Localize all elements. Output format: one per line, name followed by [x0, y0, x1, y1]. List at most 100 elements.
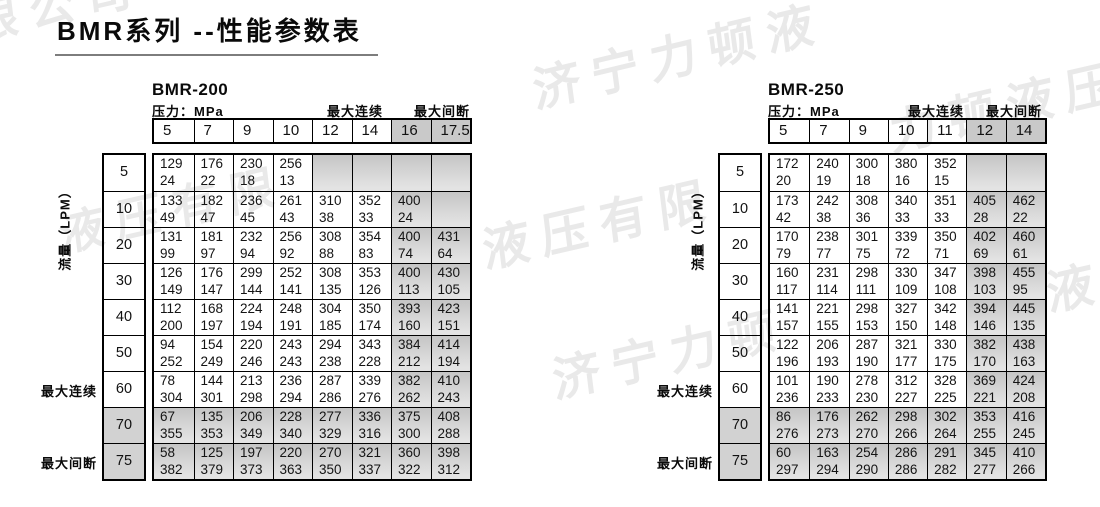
torque-value: 363: [279, 461, 303, 477]
torque-value: 221: [973, 389, 996, 405]
speed-value: 298: [855, 265, 879, 280]
torque-value: 373: [240, 461, 263, 477]
data-cell: [312, 155, 352, 191]
speed-value: 353: [358, 265, 382, 280]
torque-value: 249: [200, 353, 224, 369]
torque-value: 49: [160, 209, 176, 225]
speed-value: 242: [816, 193, 839, 208]
data-cell: 423 151: [430, 299, 470, 335]
speed-value: 206: [240, 409, 263, 424]
speed-value: 60: [776, 445, 792, 460]
speed-value: 213: [240, 373, 263, 388]
data-cell: 168 197: [193, 299, 233, 335]
data-cell: 340 33: [887, 191, 928, 227]
flow-axis-label: 流量（LPM）: [690, 184, 706, 271]
bmr-200-table: BMR-200 压力：MPa 最大连续 最大间断 5 7 9 10 12 14 16 17.5…: [30, 80, 510, 500]
data-cell: 197 373: [233, 443, 273, 479]
torque-value: 95: [1012, 281, 1028, 297]
pressure-column-header: 10: [887, 120, 927, 142]
torque-value: 146: [973, 317, 996, 333]
torque-value: 153: [855, 317, 879, 333]
speed-value: 398: [973, 265, 996, 280]
speed-value: 438: [1012, 337, 1036, 352]
speed-value: 414: [437, 337, 461, 352]
speed-value: 431: [437, 229, 461, 244]
speed-value: 224: [240, 301, 263, 316]
data-cell: 262 270: [848, 407, 888, 443]
torque-value: 340: [279, 425, 303, 441]
data-cell: 360 322: [391, 443, 431, 479]
data-cell: 206 349: [233, 407, 273, 443]
torque-value: 329: [319, 425, 342, 441]
torque-value: 151: [437, 317, 461, 333]
data-cell: 300 18: [848, 155, 888, 191]
data-cell: 236 294: [272, 371, 312, 407]
speed-value: 347: [934, 265, 957, 280]
torque-value: 227: [894, 389, 918, 405]
torque-value: 175: [934, 353, 957, 369]
max-continuous-header-label: 最大连续: [326, 104, 383, 119]
speed-value: 393: [398, 301, 421, 316]
data-cell: 213 298: [233, 371, 273, 407]
flow-axis-label: 流量（LPM）: [57, 184, 73, 271]
speed-value: 360: [398, 445, 421, 460]
torque-value: 297: [776, 461, 799, 477]
pressure-column-header: 11: [927, 120, 966, 142]
speed-value: 176: [816, 409, 839, 424]
flow-row-header: 5: [735, 164, 745, 180]
data-cell: 353 126: [351, 263, 391, 299]
torque-value: 316: [358, 425, 382, 441]
speed-value: 410: [437, 373, 461, 388]
data-cell: 299 144: [233, 263, 273, 299]
data-cell: 431 64: [430, 227, 470, 263]
data-cell: 328 225: [927, 371, 967, 407]
data-cell: 126 149: [154, 263, 194, 299]
flow-row-header: 5: [119, 164, 129, 180]
data-cell: [430, 191, 470, 227]
data-cell: 430 105: [430, 263, 470, 299]
speed-value: 382: [973, 337, 996, 352]
torque-value: 194: [240, 317, 263, 333]
max-continuous-row-label: 最大连续: [656, 384, 713, 399]
speed-value: 181: [200, 229, 224, 244]
flow-row-header: 60: [104, 371, 144, 407]
speed-value: 141: [776, 301, 799, 316]
speed-value: 330: [934, 337, 957, 352]
data-cell: 400 24: [391, 191, 431, 227]
torque-value: 197: [200, 317, 224, 333]
data-cell: 414 194: [430, 335, 470, 371]
pressure-header-row: 5 7 9 10 12 14 16 17.5: [152, 118, 472, 144]
data-cell: 438 163: [1005, 335, 1045, 371]
data-cell: 445 135: [1005, 299, 1045, 335]
speed-value: 240: [816, 156, 839, 171]
data-cell: 345 277: [966, 443, 1006, 479]
data-cell: 182 47: [193, 191, 233, 227]
data-cell: 330 109: [887, 263, 928, 299]
data-cell: [351, 155, 391, 191]
torque-value: 288: [437, 425, 461, 441]
data-cell: 347 108: [927, 263, 967, 299]
torque-value: 212: [398, 353, 421, 369]
speed-value: 254: [855, 445, 879, 460]
speed-value: 330: [894, 265, 918, 280]
data-cell: 243 243: [272, 335, 312, 371]
data-cell: 398 312: [430, 443, 470, 479]
data-cell: 382 262: [391, 371, 431, 407]
flow-row-header: 70: [720, 407, 760, 443]
data-cell: 294 238: [312, 335, 352, 371]
torque-value: 47: [200, 209, 216, 225]
data-cell: 455 95: [1005, 263, 1045, 299]
torque-value: 114: [816, 281, 838, 297]
data-cell: 230 18: [233, 155, 273, 191]
data-cell: 350 71: [927, 227, 967, 263]
flow-row-header: 10: [720, 191, 760, 227]
torque-value: 228: [358, 353, 382, 369]
data-cell: 382 170: [966, 335, 1006, 371]
speed-value: 350: [934, 229, 957, 244]
data-cell: 170 79: [770, 227, 810, 263]
data-cell: 400 74: [391, 227, 431, 263]
data-cell: 330 175: [927, 335, 967, 371]
pressure-column-header: 10: [272, 120, 313, 142]
data-cell: 277 329: [312, 407, 352, 443]
data-cell: 350 174: [351, 299, 391, 335]
